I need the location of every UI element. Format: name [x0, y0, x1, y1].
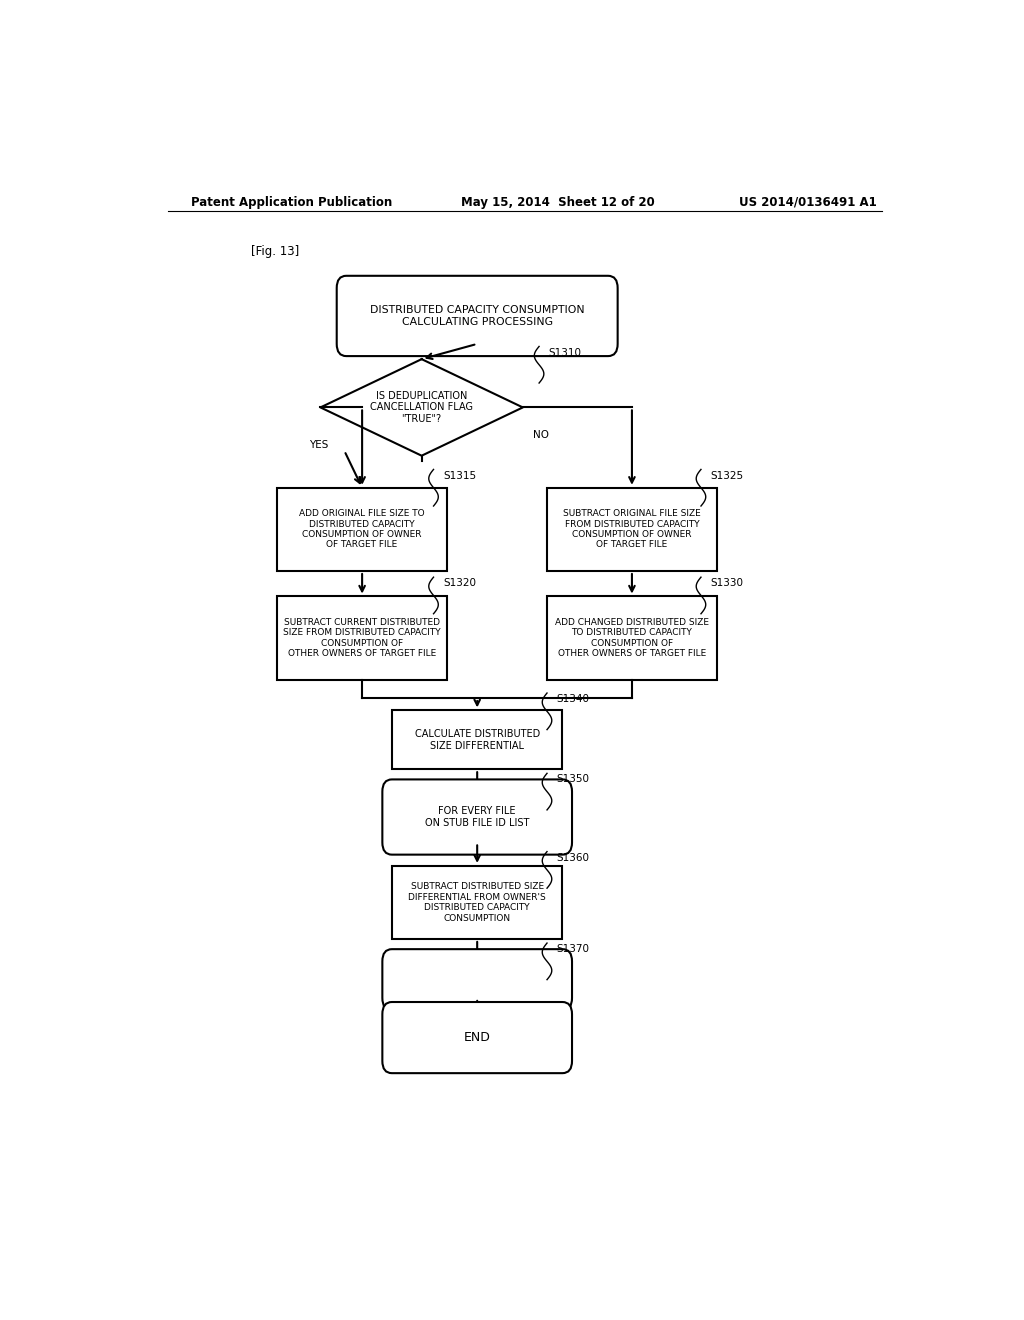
Text: ADD CHANGED DISTRIBUTED SIZE
TO DISTRIBUTED CAPACITY
CONSUMPTION OF
OTHER OWNERS: ADD CHANGED DISTRIBUTED SIZE TO DISTRIBU… [555, 618, 709, 659]
Bar [547, 597, 717, 680]
Text: S1325: S1325 [711, 470, 743, 480]
Text: FOR EVERY FILE
ON STUB FILE ID LIST: FOR EVERY FILE ON STUB FILE ID LIST [425, 807, 529, 828]
Text: [Fig. 13]: [Fig. 13] [251, 246, 299, 259]
FancyBboxPatch shape [382, 1002, 572, 1073]
Text: IS DEDUPLICATION
CANCELLATION FLAG
"TRUE"?: IS DEDUPLICATION CANCELLATION FLAG "TRUE… [370, 391, 473, 424]
Bar [276, 487, 447, 572]
FancyBboxPatch shape [337, 276, 617, 356]
Text: US 2014/0136491 A1: US 2014/0136491 A1 [739, 195, 877, 209]
Text: S1360: S1360 [557, 853, 590, 863]
Text: YES: YES [309, 440, 328, 450]
Text: SUBTRACT DISTRIBUTED SIZE
DIFFERENTIAL FROM OWNER'S
DISTRIBUTED CAPACITY
CONSUMP: SUBTRACT DISTRIBUTED SIZE DIFFERENTIAL F… [409, 882, 546, 923]
Text: May 15, 2014  Sheet 12 of 20: May 15, 2014 Sheet 12 of 20 [461, 195, 655, 209]
Bar [392, 866, 562, 939]
Text: END: END [464, 1031, 490, 1044]
Text: NO: NO [532, 430, 549, 440]
Text: Patent Application Publication: Patent Application Publication [191, 195, 393, 209]
Polygon shape [321, 359, 523, 455]
Text: S1340: S1340 [557, 694, 590, 704]
Text: S1330: S1330 [711, 578, 743, 589]
Text: SUBTRACT CURRENT DISTRIBUTED
SIZE FROM DISTRIBUTED CAPACITY
CONSUMPTION OF
OTHER: SUBTRACT CURRENT DISTRIBUTED SIZE FROM D… [284, 618, 441, 659]
Text: SUBTRACT ORIGINAL FILE SIZE
FROM DISTRIBUTED CAPACITY
CONSUMPTION OF OWNER
OF TA: SUBTRACT ORIGINAL FILE SIZE FROM DISTRIB… [563, 510, 700, 549]
FancyBboxPatch shape [382, 949, 572, 1010]
Bar [392, 710, 562, 770]
Text: CALCULATE DISTRIBUTED
SIZE DIFFERENTIAL: CALCULATE DISTRIBUTED SIZE DIFFERENTIAL [415, 729, 540, 751]
Text: S1320: S1320 [443, 578, 476, 589]
Text: S1370: S1370 [557, 944, 590, 954]
Bar [547, 487, 717, 572]
FancyBboxPatch shape [382, 779, 572, 854]
Text: S1350: S1350 [557, 775, 590, 784]
Text: S1310: S1310 [549, 347, 582, 358]
Bar [276, 597, 447, 680]
Text: DISTRIBUTED CAPACITY CONSUMPTION
CALCULATING PROCESSING: DISTRIBUTED CAPACITY CONSUMPTION CALCULA… [370, 305, 585, 327]
Text: ADD ORIGINAL FILE SIZE TO
DISTRIBUTED CAPACITY
CONSUMPTION OF OWNER
OF TARGET FI: ADD ORIGINAL FILE SIZE TO DISTRIBUTED CA… [299, 510, 425, 549]
Text: S1315: S1315 [443, 470, 476, 480]
